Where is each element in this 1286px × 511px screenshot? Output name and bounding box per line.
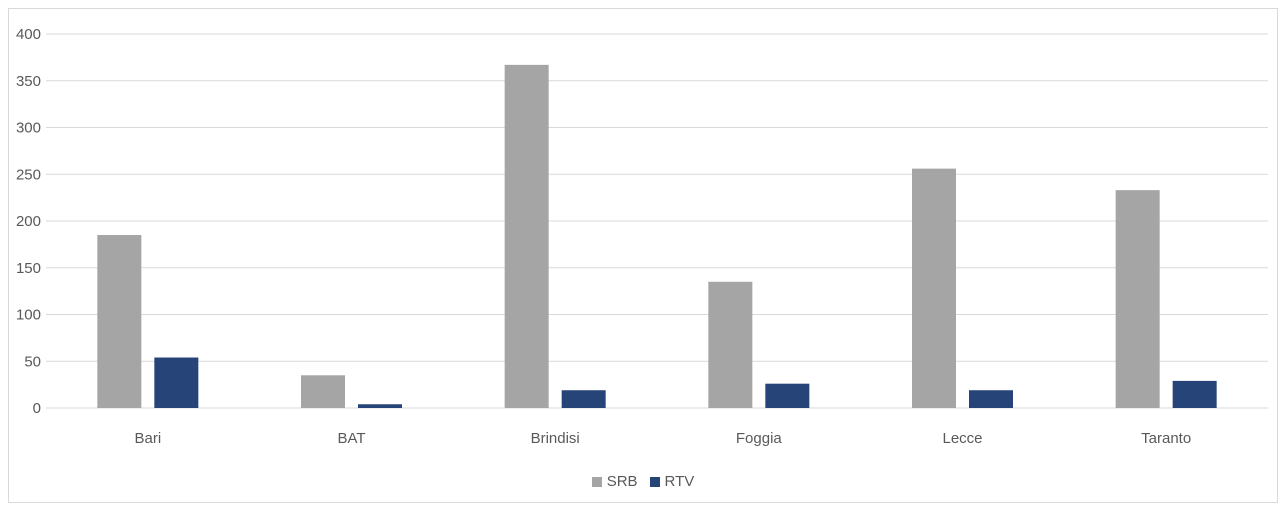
y-tick-label: 100 xyxy=(16,307,41,324)
legend-item-rtv[interactable]: RTV xyxy=(649,473,695,490)
legend-item-srb[interactable]: SRB xyxy=(591,473,638,490)
bars xyxy=(97,64,1217,409)
bar-rtv-taranto[interactable] xyxy=(1172,380,1217,408)
bar-chart: 0 50 100 150 200 250 300 350 400 Bari BAT Brindisi… xyxy=(16,26,1268,447)
chart-frame: 0 50 100 150 200 250 300 350 400 Bari BAT Brindisi… xyxy=(8,8,1278,503)
x-tick-label: Taranto xyxy=(1141,430,1191,447)
legend-swatch-srb xyxy=(591,476,602,487)
bar-srb-taranto[interactable] xyxy=(1115,190,1160,408)
bar-srb-lecce[interactable] xyxy=(912,168,956,408)
bar-rtv-bat[interactable] xyxy=(358,404,402,408)
y-axis-tick-labels: 0 50 100 150 200 250 300 350 400 xyxy=(16,26,41,417)
y-tick-label: 400 xyxy=(16,26,41,43)
bar-srb-bat[interactable] xyxy=(301,375,345,408)
x-tick-label: Bari xyxy=(134,430,161,447)
y-tick-label: 350 xyxy=(16,73,41,90)
bar-rtv-lecce[interactable] xyxy=(969,390,1013,408)
gridlines xyxy=(46,33,1268,409)
bar-rtv-bari[interactable] xyxy=(154,357,199,408)
x-tick-label: Lecce xyxy=(942,430,982,447)
y-tick-label: 200 xyxy=(16,213,41,230)
legend-label-srb: SRB xyxy=(606,473,638,490)
legend: SRB RTV xyxy=(9,473,1277,490)
bar-srb-brindisi[interactable] xyxy=(504,64,549,409)
bar-rtv-foggia[interactable] xyxy=(765,383,810,408)
bar-rtv-brindisi[interactable] xyxy=(561,390,606,408)
legend-swatch-rtv xyxy=(649,476,660,487)
y-tick-label: 0 xyxy=(33,400,41,417)
y-tick-label: 300 xyxy=(16,120,41,137)
x-tick-label: Foggia xyxy=(736,430,783,447)
y-tick-label: 250 xyxy=(16,166,41,183)
bar-srb-bari[interactable] xyxy=(97,235,142,408)
x-tick-label: BAT xyxy=(337,430,365,447)
y-tick-label: 150 xyxy=(16,260,41,277)
legend-label-rtv: RTV xyxy=(664,473,695,490)
bar-srb-foggia[interactable] xyxy=(708,281,753,408)
y-tick-label: 50 xyxy=(24,353,41,370)
x-axis-tick-labels: Bari BAT Brindisi Foggia Lecce Taranto xyxy=(134,430,1191,447)
x-tick-label: Brindisi xyxy=(531,430,580,447)
